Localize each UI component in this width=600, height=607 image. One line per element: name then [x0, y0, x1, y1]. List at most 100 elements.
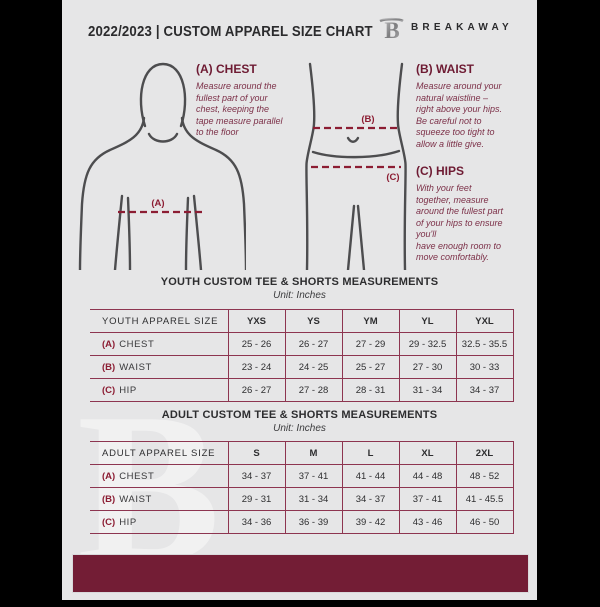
row-label: WAIST	[119, 361, 152, 373]
table-cell: YS	[284, 309, 342, 333]
table-cell: 34 - 37	[341, 487, 399, 511]
table-cell: (B) WAIST	[90, 355, 228, 379]
torso-figure: (A)	[78, 62, 246, 270]
table-cell: (C) HIP	[90, 378, 228, 402]
svg-text:B: B	[384, 18, 399, 42]
table-cell: 30 - 33	[455, 355, 514, 379]
body-outline	[305, 62, 407, 270]
table-cell: 37 - 41	[284, 464, 342, 488]
table-cell: (C) HIP	[90, 510, 228, 534]
row-label: CHEST	[119, 338, 155, 350]
table-cell: (A) CHEST	[90, 332, 228, 356]
row-label: HIP	[119, 516, 137, 528]
table-cell: YXS	[227, 309, 285, 333]
youth-section-unit: Unit: Inches	[273, 290, 326, 301]
table-cell: 34 - 36	[227, 510, 285, 534]
table-cell: 29 - 32.5	[398, 332, 456, 356]
table-cell: 31 - 34	[398, 378, 456, 402]
chest-guide: (A) CHEST Measure around the fullest par…	[196, 62, 306, 139]
table-cell: XL	[398, 441, 456, 465]
hips-marker-label: (C)	[386, 172, 399, 183]
table-cell: 37 - 41	[398, 487, 456, 511]
table-row: (C) HIP 34 - 36 36 - 39 39 - 42 43 - 46 4…	[90, 510, 514, 534]
table-cell: S	[227, 441, 285, 465]
size-chart-document: B 2022/2023 | CUSTOM APPAREL SIZE CHART …	[62, 0, 537, 600]
table-row: (B) WAIST 29 - 31 31 - 34 34 - 37 37 - 41…	[90, 487, 514, 511]
table-cell: 2XL	[455, 441, 514, 465]
brand-name: BREAKAWAY	[411, 22, 513, 33]
brand-lockup: B BREAKAWAY	[378, 13, 513, 42]
table-cell: 34 - 37	[227, 464, 285, 488]
table-row: (B) WAIST 23 - 24 24 - 25 25 - 27 27 - 30…	[90, 355, 514, 379]
table-cell: YXL	[455, 309, 514, 333]
row-key: (C)	[102, 384, 116, 396]
table-cell: 29 - 31	[227, 487, 285, 511]
hips-guide-text: With your feet together, measure around …	[416, 183, 504, 262]
youth-section-header: YOUTH CUSTOM TEE & SHORTS MEASUREMENTS U…	[62, 276, 537, 301]
table-cell: 24 - 25	[284, 355, 342, 379]
table-row: (C) HIP 26 - 27 27 - 28 28 - 31 31 - 34 3…	[90, 378, 514, 402]
table-cell: ADULT APPAREL SIZE	[90, 441, 228, 465]
row-key: (A)	[102, 470, 116, 482]
table-cell: 28 - 31	[341, 378, 399, 402]
page-title: 2022/2023 | CUSTOM APPAREL SIZE CHART	[88, 23, 373, 40]
table-cell: 31 - 34	[284, 487, 342, 511]
row-key: (A)	[102, 338, 116, 350]
table-cell: 43 - 46	[398, 510, 456, 534]
row-label: CHEST	[119, 470, 155, 482]
table-row: (A) CHEST 25 - 26 26 - 27 27 - 29 29 - 32…	[90, 332, 514, 356]
table-cell: L	[341, 441, 399, 465]
adult-size-table: ADULT APPAREL SIZE S M L XL 2XL (A) CHEST…	[90, 441, 514, 534]
table-cell: 34 - 37	[455, 378, 514, 402]
table-cell: 26 - 27	[227, 378, 285, 402]
youth-size-table: YOUTH APPAREL SIZE YXS YS YM YL YXL (A) C…	[90, 309, 514, 402]
table-cell: YM	[341, 309, 399, 333]
waist-guide-text: Measure around your natural waistline – …	[416, 81, 503, 149]
adult-section-header: ADULT CUSTOM TEE & SHORTS MEASUREMENTS U…	[62, 409, 537, 434]
table-cell: 25 - 27	[341, 355, 399, 379]
table-cell: YL	[398, 309, 456, 333]
lower-body-figure: (B) (C)	[305, 62, 407, 270]
waist-guide-heading: (B) WAIST	[416, 62, 474, 76]
row-key: (B)	[102, 361, 116, 373]
table-cell: 23 - 24	[227, 355, 285, 379]
table-cell: 36 - 39	[284, 510, 342, 534]
table-row: (A) CHEST 34 - 37 37 - 41 41 - 44 44 - 48…	[90, 464, 514, 488]
table-cell: 39 - 42	[341, 510, 399, 534]
table-cell: 25 - 26	[227, 332, 285, 356]
row-label: WAIST	[119, 493, 152, 505]
footer-bar	[72, 554, 529, 593]
chest-guide-text: Measure around the fullest part of your …	[196, 81, 283, 137]
table-cell: 27 - 30	[398, 355, 456, 379]
table-cell: 27 - 28	[284, 378, 342, 402]
hips-guide-heading: (C) HIPS	[416, 164, 464, 178]
youth-section-title: YOUTH CUSTOM TEE & SHORTS MEASUREMENTS	[160, 276, 439, 288]
table-header-row: YOUTH APPAREL SIZE YXS YS YM YL YXL	[90, 309, 514, 333]
table-cell: 26 - 27	[284, 332, 342, 356]
adult-section-unit: Unit: Inches	[273, 423, 326, 434]
table-cell: 44 - 48	[398, 464, 456, 488]
table-cell: 48 - 52	[455, 464, 514, 488]
chest-guide-heading: (A) CHEST	[196, 62, 257, 76]
table-cell: 46 - 50	[455, 510, 514, 534]
breakaway-b-logo-icon: B	[379, 17, 404, 42]
table-cell: (A) CHEST	[90, 464, 228, 488]
body-outline	[78, 62, 246, 270]
row-key: (C)	[102, 516, 116, 528]
table-cell: YOUTH APPAREL SIZE	[90, 309, 228, 333]
table-cell: 41 - 44	[341, 464, 399, 488]
table-cell: 27 - 29	[341, 332, 399, 356]
table-header-row: ADULT APPAREL SIZE S M L XL 2XL	[90, 441, 514, 465]
chest-marker-label: (A)	[151, 198, 164, 209]
row-label: HIP	[119, 384, 137, 396]
waist-marker-label: (B)	[361, 114, 374, 125]
table-cell: 41 - 45.5	[455, 487, 514, 511]
waist-guide: (B) WAIST Measure around your natural wa…	[416, 62, 536, 150]
hips-guide: (C) HIPS With your feet together, measur…	[416, 164, 538, 264]
table-cell: 32.5 - 35.5	[455, 332, 514, 356]
row-key: (B)	[102, 493, 116, 505]
table-cell: M	[284, 441, 342, 465]
adult-section-title: ADULT CUSTOM TEE & SHORTS MEASUREMENTS	[161, 409, 438, 421]
table-cell: (B) WAIST	[90, 487, 228, 511]
